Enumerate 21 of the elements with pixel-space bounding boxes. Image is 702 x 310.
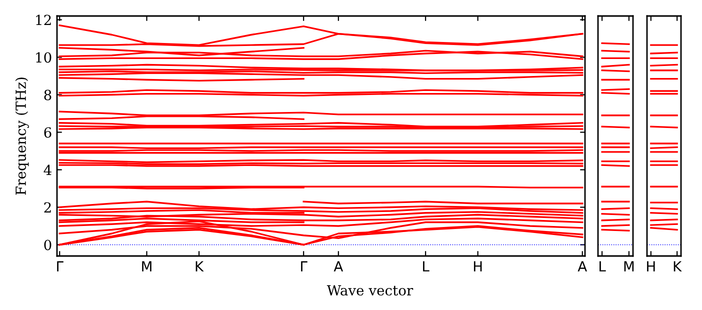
y-tick-label: 0 [44, 240, 52, 250]
y-tick-label: 2 [44, 202, 51, 213]
x-tick-label: K [674, 261, 682, 272]
x-tick-label: A [578, 261, 588, 272]
x-tick-label: Γ [301, 261, 308, 272]
x-tick-label: L [600, 261, 606, 272]
x-tick-label: K [196, 261, 204, 272]
x-tick-label: M [624, 261, 634, 272]
y-tick-label: 4 [44, 164, 52, 176]
x-tick-label: A [334, 261, 344, 272]
x-tick-label: Γ [57, 261, 64, 272]
y-tick-label: 10 [36, 52, 52, 63]
x-tick-label: H [647, 261, 655, 272]
x-tick-label: L [423, 261, 430, 272]
x-tick-label: H [474, 261, 482, 272]
y-tick-label: 12 [36, 14, 51, 26]
y-axis-title: Frequency (THz) [15, 78, 29, 195]
y-tick-label: 6 [44, 127, 52, 138]
x-tick-label: M [142, 261, 152, 272]
x-axis-title: Wave vector [326, 285, 414, 296]
y-tick-label: 8 [44, 90, 52, 100]
